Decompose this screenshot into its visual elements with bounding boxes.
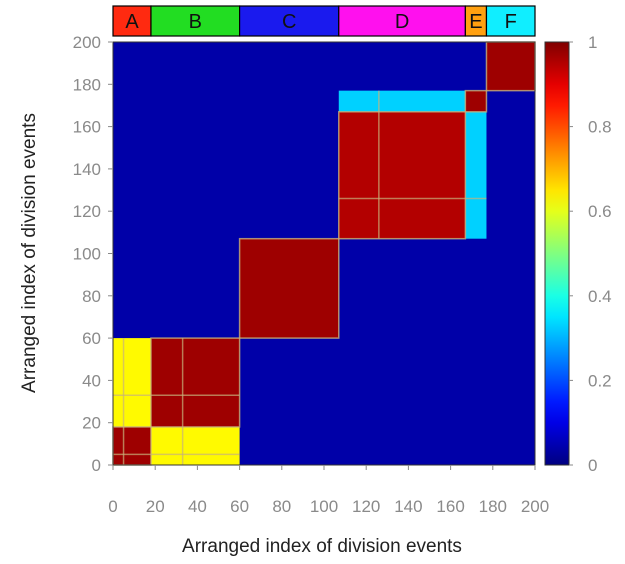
cluster-segment <box>239 5 340 37</box>
cluster-label: A <box>125 11 139 33</box>
x-tick-label: 200 <box>521 497 549 516</box>
x-tick-label: 0 <box>108 497 117 516</box>
y-tick-label: 100 <box>73 245 101 264</box>
heatmap-block <box>338 90 466 112</box>
y-tick-label: 160 <box>73 118 101 137</box>
y-tick-label: 40 <box>82 371 101 390</box>
cluster-segment <box>150 5 241 37</box>
y-tick-label: 180 <box>73 75 101 94</box>
x-tick-label: 120 <box>352 497 380 516</box>
colorbar <box>544 41 570 466</box>
heatmap-block <box>150 338 240 427</box>
cluster-label: E <box>469 11 482 33</box>
y-tick-label: 0 <box>92 456 101 475</box>
x-tick-label: 140 <box>394 497 422 516</box>
colorbar-tick-label: 0.4 <box>588 287 612 306</box>
x-tick-label: 40 <box>188 497 207 516</box>
x-tick-label: 180 <box>479 497 507 516</box>
cluster-block-outline <box>238 237 340 339</box>
y-tick-label: 120 <box>73 202 101 221</box>
x-tick-label: 100 <box>310 497 338 516</box>
x-tick-label: 80 <box>272 497 291 516</box>
y-tick-label: 200 <box>73 33 101 52</box>
colorbar-gradient <box>544 41 570 466</box>
y-tick-label: 80 <box>82 287 101 306</box>
heatmap-block <box>338 111 466 239</box>
x-tick-label: 60 <box>230 497 249 516</box>
heatmap-block <box>465 111 487 239</box>
heatmap-block <box>486 42 535 91</box>
heatmap-block <box>113 338 151 427</box>
y-axis-ticks: 0 20 40 60 80 100 120 140 160 180 200 <box>73 33 113 475</box>
cluster-block-outline <box>338 111 467 240</box>
colorbar-tick-label: 0.2 <box>588 371 612 390</box>
cluster-bar: A B C D E F <box>112 5 536 37</box>
heatmap-block <box>150 426 240 465</box>
plot-area <box>112 41 536 466</box>
cluster-label: B <box>189 11 202 33</box>
colorbar-tick-label: 1 <box>588 33 597 52</box>
cluster-segment <box>112 5 152 37</box>
colorbar-tick-label: 0 <box>588 456 597 475</box>
cluster-block-outline <box>464 89 488 113</box>
colorbar-ticks: 0 0.2 0.4 0.6 0.8 1 <box>569 33 612 475</box>
cluster-label: D <box>395 11 409 33</box>
heatmap-block <box>239 238 339 339</box>
y-axis-label: Arranged index of division events <box>19 113 40 393</box>
cluster-segment <box>485 5 536 37</box>
y-tick-label: 140 <box>73 160 101 179</box>
heatmap-block <box>113 426 151 465</box>
y-tick-label: 20 <box>82 414 101 433</box>
cluster-label: C <box>282 11 296 33</box>
heatmap-block <box>465 90 487 112</box>
x-axis-ticks: 0 20 40 60 80 100 120 140 160 180 200 <box>108 465 549 516</box>
cluster-block-outline <box>150 337 241 428</box>
x-tick-label: 160 <box>436 497 464 516</box>
colorbar-tick-label: 0.6 <box>588 202 612 221</box>
x-axis-label: Arranged index of division events <box>182 536 462 557</box>
y-tick-label: 60 <box>82 329 101 348</box>
x-tick-label: 20 <box>146 497 165 516</box>
cluster-label: F <box>505 11 517 33</box>
colorbar-tick-label: 0.8 <box>588 118 612 137</box>
